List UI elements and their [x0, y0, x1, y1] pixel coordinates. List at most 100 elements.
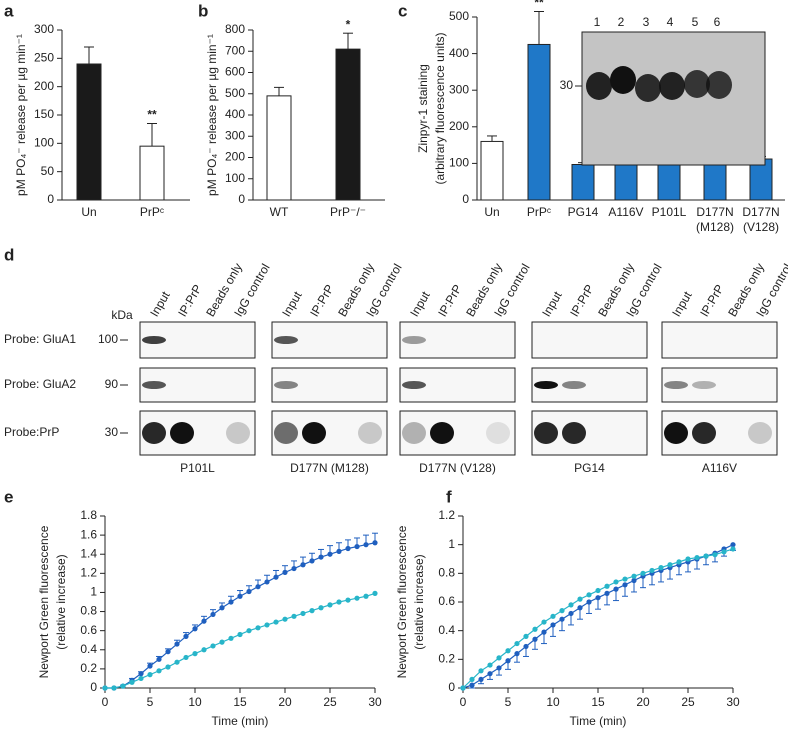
point: [246, 628, 252, 634]
y-tick-label: 300: [34, 22, 54, 36]
point: [282, 616, 288, 622]
point: [577, 596, 583, 602]
point: [478, 668, 484, 674]
kda-value: 30: [105, 425, 119, 439]
point: [354, 595, 360, 601]
x-tick-label: (V128): [743, 220, 779, 234]
point: [372, 590, 378, 597]
point: [694, 554, 700, 561]
point: [487, 662, 493, 668]
blot-band: [274, 422, 298, 444]
blot-band: [226, 422, 250, 444]
y-axis-label: Newport Green fluorescence: [395, 525, 409, 678]
y-tick-label: 600: [225, 65, 245, 79]
y-tick-label: 100: [225, 171, 245, 185]
series-line: [105, 592, 376, 689]
blot-band: [274, 381, 298, 389]
panel-label: c: [398, 1, 407, 20]
point: [201, 618, 207, 624]
point: [345, 545, 351, 552]
lane-label: 3: [643, 15, 650, 29]
point: [559, 608, 565, 614]
x-tick-label: D177N: [742, 205, 779, 219]
y-axis-label: (relative increase): [412, 554, 426, 649]
blot-band: [692, 381, 716, 389]
x-tick-label: 5: [147, 695, 154, 709]
x-tick-label: 30: [368, 695, 382, 709]
point: [237, 631, 243, 638]
y-axis-label: (relative increase): [54, 554, 68, 649]
x-tick-label: Un: [484, 205, 499, 219]
y-tick-label: 400: [225, 107, 245, 121]
annotation: *: [346, 17, 351, 31]
point: [685, 556, 691, 562]
y-tick-label: 0: [238, 192, 245, 206]
group-label: D177N (M128): [290, 461, 369, 475]
point: [138, 671, 144, 677]
point: [174, 659, 180, 665]
point: [183, 654, 189, 661]
bar: [139, 145, 165, 201]
point: [595, 587, 601, 594]
x-tick-label: 25: [323, 695, 337, 709]
bar: [76, 63, 102, 201]
bar: [527, 43, 551, 201]
blot-band: [635, 74, 661, 102]
x-tick-label: P101L: [652, 205, 687, 219]
y-tick-label: 1.6: [80, 527, 97, 541]
blot-band: [534, 422, 558, 444]
blot-band: [692, 422, 716, 444]
point: [174, 641, 180, 647]
blot-frame: [531, 321, 648, 359]
point: [586, 599, 592, 605]
blot-band: [358, 422, 382, 444]
group-label: PG14: [574, 461, 605, 475]
bar: [614, 159, 638, 201]
point: [165, 664, 171, 670]
x-tick-label: 25: [681, 695, 695, 709]
blot-band: [664, 422, 688, 444]
y-tick-label: 1: [448, 537, 455, 551]
point: [102, 685, 108, 691]
point: [577, 605, 583, 611]
bar: [703, 162, 727, 201]
point: [541, 619, 547, 625]
y-axis-label: pM PO₄⁻ release per µg min⁻¹: [205, 34, 219, 196]
point: [264, 579, 270, 585]
y-tick-label: 0.6: [438, 594, 455, 608]
point: [613, 586, 619, 592]
blot-band: [142, 422, 166, 444]
point: [183, 633, 189, 640]
point: [291, 565, 297, 572]
y-tick-label: 250: [34, 51, 54, 65]
y-axis-label: pM PO₄⁻ release per µg min⁻¹: [14, 34, 28, 196]
point: [192, 626, 198, 632]
blot-band: [534, 381, 558, 389]
point: [676, 559, 682, 565]
point: [604, 590, 610, 597]
lane-label: 4: [667, 15, 674, 29]
y-tick-label: 1: [90, 585, 97, 599]
point: [514, 651, 520, 657]
x-tick-label: (M128): [696, 220, 734, 234]
x-tick-label: 10: [546, 695, 560, 709]
bar: [571, 163, 595, 201]
group-label: A116V: [702, 461, 737, 475]
y-tick-label: 1.2: [438, 508, 455, 522]
point: [496, 655, 502, 661]
point: [604, 583, 610, 589]
point: [255, 584, 261, 590]
point: [532, 636, 538, 642]
column-label: Input: [539, 288, 565, 319]
blot-band: [586, 72, 612, 100]
blot-band: [402, 381, 426, 389]
point: [469, 682, 475, 688]
lane-label: 2: [618, 15, 625, 29]
column-label: Input: [407, 288, 433, 319]
point: [192, 651, 198, 657]
y-tick-label: 0: [47, 192, 54, 206]
point: [640, 570, 646, 576]
y-tick-label: 1.4: [80, 546, 97, 560]
y-tick-label: 0.4: [438, 623, 455, 637]
point: [658, 565, 664, 571]
